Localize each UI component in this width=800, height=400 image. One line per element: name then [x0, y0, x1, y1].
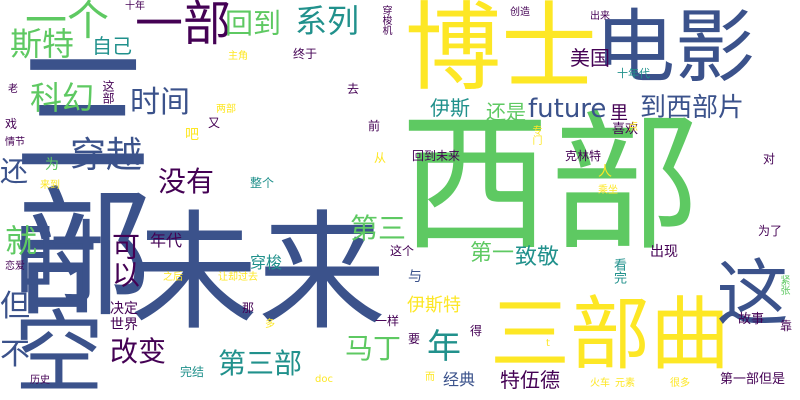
cloud-word: 系列	[295, 2, 360, 40]
cloud-word: 老	[8, 84, 18, 95]
cloud-word: 年代	[150, 231, 183, 250]
cloud-word: 回到未来	[412, 149, 461, 163]
cloud-word: 第三部	[218, 347, 303, 380]
cloud-word: 火车	[590, 378, 610, 389]
cloud-word: 三部	[0, 40, 152, 320]
cloud-word: 博士	[405, 0, 597, 104]
cloud-word: 点	[628, 122, 638, 133]
cloud-word: 没有	[158, 165, 215, 198]
cloud-word: 穿越	[70, 135, 143, 176]
cloud-word: 恋爱	[5, 261, 25, 272]
cloud-word: 靠	[780, 319, 793, 333]
cloud-word: future	[528, 94, 607, 124]
cloud-word: 前	[368, 119, 381, 133]
cloud-word: 与	[408, 269, 422, 285]
cloud-word: 吧	[185, 127, 199, 143]
cloud-word: 历史	[30, 375, 50, 386]
cloud-word: 却过去	[228, 272, 258, 283]
cloud-word: 第一	[470, 241, 515, 266]
cloud-word: 故事	[738, 312, 765, 327]
cloud-word: 这部	[101, 80, 115, 104]
cloud-word: 改变	[110, 335, 167, 368]
cloud-word: 三部曲	[490, 288, 730, 381]
cloud-word: 世界	[110, 317, 138, 333]
cloud-word: 戏	[5, 117, 18, 131]
cloud-word: 特伍德	[500, 368, 560, 392]
cloud-word: 但	[0, 289, 30, 324]
cloud-word: 人	[598, 164, 612, 180]
cloud-word: 终于	[293, 47, 318, 61]
cloud-word: 乘坐	[598, 185, 618, 196]
cloud-word: 十年	[125, 1, 145, 12]
cloud-word: 可以	[108, 232, 141, 288]
cloud-word: 多	[265, 319, 275, 330]
cloud-word: 很多	[670, 378, 690, 389]
cloud-word: 完结	[180, 365, 205, 379]
cloud-word: 伊斯	[430, 96, 470, 120]
cloud-word: 从	[374, 151, 387, 165]
cloud-word: 第一部但是	[720, 372, 786, 387]
cloud-word: 一部	[135, 0, 232, 52]
cloud-word: 情节	[5, 137, 25, 148]
cloud-word: t	[546, 338, 550, 349]
cloud-word: 之后	[163, 272, 183, 283]
cloud-word: 时空	[0, 215, 103, 395]
cloud-word: 而	[425, 372, 435, 383]
cloud-word: 回到	[225, 7, 282, 40]
cloud-word: 对	[763, 152, 776, 166]
cloud-word: 未来	[130, 199, 387, 348]
cloud-word: 去	[347, 82, 360, 96]
cloud-word: 喜欢	[612, 122, 639, 137]
cloud-word: 西部	[400, 98, 701, 272]
cloud-word: 一样	[375, 314, 400, 328]
cloud-word: 还	[0, 155, 29, 188]
cloud-word: 专门	[530, 125, 541, 145]
cloud-word: 穿梭机	[380, 5, 391, 35]
cloud-word: 十年代	[617, 67, 650, 80]
cloud-word: 让	[218, 272, 228, 283]
cloud-word: 马丁	[345, 332, 402, 365]
cloud-word: 决定	[110, 301, 138, 317]
cloud-word: 主角	[228, 51, 248, 62]
cloud-word: 看完	[611, 258, 626, 284]
cloud-word: 那	[242, 301, 255, 315]
cloud-word: 自己	[92, 34, 132, 58]
cloud-word: 年	[427, 327, 461, 367]
cloud-word: 到西部片	[640, 93, 745, 123]
cloud-word: 不	[0, 337, 30, 372]
cloud-word: 科幻	[30, 79, 95, 117]
cloud-word: 致敬	[515, 245, 560, 270]
cloud-word: 还是	[486, 100, 526, 124]
cloud-word: 第三	[350, 212, 407, 245]
cloud-word: 就	[5, 222, 38, 260]
cloud-word: 元素	[615, 378, 635, 389]
cloud-word: 出来	[590, 11, 610, 22]
cloud-word: 为	[45, 157, 59, 173]
cloud-word: 斯特	[10, 25, 75, 63]
cloud-word: 得	[470, 324, 483, 338]
cloud-word: 经典	[443, 370, 476, 389]
cloud-word: 又	[208, 116, 221, 130]
cloud-word: 出现	[650, 244, 678, 260]
cloud-word: 整个	[250, 176, 275, 190]
cloud-word: 这个	[390, 244, 415, 258]
cloud-word: 克林特	[565, 149, 602, 163]
cloud-word: 里	[610, 103, 628, 124]
cloud-word: 两部	[216, 104, 236, 115]
cloud-word: 穿梭	[250, 253, 283, 272]
cloud-word: 伊斯特	[407, 295, 461, 316]
cloud-word: 一个	[25, 0, 110, 45]
cloud-word: 紧张	[778, 275, 789, 295]
cloud-word: 创造	[510, 7, 530, 18]
cloud-word: 美国	[570, 46, 610, 70]
cloud-word: 来到	[40, 180, 60, 191]
cloud-word: 为了	[758, 224, 783, 238]
cloud-word: 电影	[595, 1, 755, 94]
cloud-word: 时间	[130, 85, 190, 120]
cloud-word: 要	[408, 332, 421, 346]
cloud-word: doc	[315, 374, 333, 385]
cloud-word: 这	[704, 255, 788, 327]
